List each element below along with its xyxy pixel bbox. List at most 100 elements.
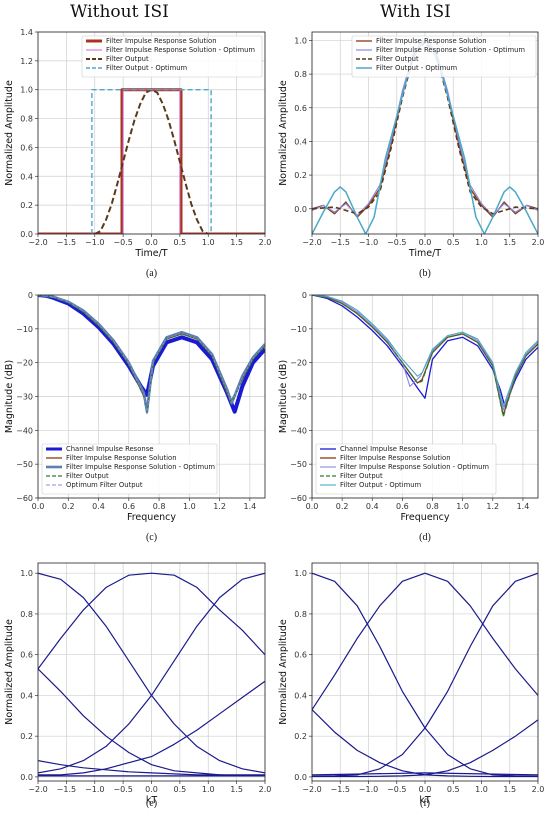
x-tick-label: 2.0 (259, 238, 272, 247)
series-group (38, 572, 265, 777)
x-tick-label: 1.4 (243, 502, 256, 511)
legend-label: Filter Impulse Response Solution - Optim… (66, 463, 215, 471)
y-tick-label: 0.6 (20, 651, 33, 660)
x-tick-label: 0.0 (32, 502, 45, 511)
legend-label: Filter Output (376, 55, 419, 63)
panel-caption: (a) (146, 268, 157, 279)
x-tick-label: 0.5 (447, 238, 460, 247)
x-tick-label: −2.0 (302, 785, 321, 794)
x-tick-label: −1.5 (331, 785, 350, 794)
x-tick-label: 0.0 (145, 238, 158, 247)
x-tick-label: 0.0 (419, 238, 432, 247)
y-tick-label: 0.0 (294, 205, 307, 214)
x-tick-label: 0.0 (419, 785, 432, 794)
plot-frame (37, 562, 266, 782)
series-line-2 (38, 295, 265, 411)
y-axis-label: Normalized Amplitude (278, 619, 289, 725)
x-tick-label: 0.4 (366, 502, 379, 511)
x-tick-label: −0.5 (387, 238, 406, 247)
x-tick-label: 1.5 (503, 785, 516, 794)
series-line-4 (38, 572, 265, 774)
y-tick-label: 1.0 (294, 569, 307, 578)
x-tick-label: −1.5 (331, 238, 350, 247)
legend-box (81, 35, 263, 78)
panel-caption: (c) (146, 532, 157, 543)
y-tick-label: 1.0 (20, 86, 33, 95)
x-tick-label: 1.0 (456, 502, 469, 511)
x-axis-label: kT (146, 795, 158, 806)
chart-e: −2.0 −1.5 −1.0 −0.5 0.0 0.5 1.0 1.5 2.0 0.0 0.2 0.4… (4, 562, 271, 809)
panel-caption: (f) (420, 798, 430, 809)
legend: Channel Impulse Resonse Filter Impulse Re… (41, 443, 218, 495)
x-tick-label: −0.5 (113, 785, 132, 794)
y-tick-label: 1.2 (20, 57, 33, 66)
legend-label: Filter Output (106, 55, 149, 63)
series-line-5 (38, 295, 265, 414)
chart-c: 0.0 0.2 0.4 0.6 0.8 1.0 1.2 1.4 0 −10 −20 −30 −40 −50… (4, 291, 266, 543)
y-tick-label: −10 (16, 325, 33, 334)
legend-label: Filter Output - Optimum (340, 481, 422, 489)
series-line-6 (312, 772, 538, 776)
legend-label: Filter Output - Optimum (106, 64, 188, 72)
chart-a: −2.0 −1.5 −1.0 −0.5 0.0 0.5 1.0 1.5 2.0 0.0 0.2 0.4… (4, 28, 271, 279)
series-line-4 (38, 295, 265, 415)
x-tick-label: −2.0 (302, 238, 321, 247)
legend-label: Filter Impulse Response Solution - Optim… (340, 463, 489, 471)
series-line-3 (312, 572, 538, 777)
chart-d: 0.0 0.2 0.4 0.6 0.8 1.0 1.2 1.4 0 −10 −20 −30 −40 −50… (278, 291, 539, 543)
x-axis-label: Frequency (400, 512, 449, 523)
series-group (312, 572, 538, 778)
y-tick-label: −40 (16, 426, 33, 435)
x-tick-label: 0.8 (426, 502, 439, 511)
series-line-3 (312, 295, 538, 411)
x-tick-label: −1.0 (359, 785, 378, 794)
y-tick-label: −30 (16, 393, 33, 402)
plot-frame (311, 294, 539, 499)
panel-caption: (d) (419, 532, 431, 543)
y-tick-label: 1.4 (20, 28, 33, 37)
series-line-2 (312, 572, 538, 711)
y-tick-label: 0.4 (294, 691, 307, 700)
x-tick-label: −0.5 (387, 785, 406, 794)
y-axis-label: Normalized Amplitude (4, 619, 15, 725)
legend-label: Channel Impulse Resonse (66, 445, 153, 453)
y-tick-label: 0.2 (294, 732, 307, 741)
x-tick-label: 1.0 (183, 502, 196, 511)
legend-label: Filter Impulse Response Solution (106, 37, 217, 45)
x-tick-label: 1.0 (202, 238, 215, 247)
series-line-4 (91, 88, 212, 234)
x-tick-label: −1.5 (57, 785, 76, 794)
x-tick-label: 0.4 (92, 502, 105, 511)
y-tick-label: 0.4 (294, 137, 307, 146)
x-tick-label: 1.5 (230, 238, 243, 247)
legend-label: Filter Impulse Response Solution (340, 454, 451, 462)
y-tick-label: 1.0 (294, 36, 307, 45)
x-tick-label: 0.6 (122, 502, 135, 511)
x-tick-label: 1.2 (213, 502, 226, 511)
y-tick-label: 0.4 (20, 172, 33, 181)
header-without-isi: Without ISI (70, 2, 169, 22)
series-group (312, 295, 538, 418)
x-tick-label: 2.0 (532, 238, 545, 247)
legend-label: Filter Impulse Response Solution (376, 37, 487, 45)
legend-label: Channel Impulse Resonse (340, 445, 427, 453)
legend-label: Filter Output - Optimum (376, 64, 458, 72)
x-tick-label: 0.5 (447, 785, 460, 794)
y-tick-label: 0.2 (20, 201, 33, 210)
legend-box (41, 443, 218, 495)
x-tick-label: 0.0 (145, 785, 158, 794)
y-tick-label: 0.6 (20, 143, 33, 152)
series-line-3 (38, 295, 265, 414)
x-tick-label: 2.0 (532, 785, 545, 794)
y-axis-label: Magnitude (dB) (278, 360, 289, 433)
x-tick-label: 1.2 (486, 502, 499, 511)
y-tick-label: −50 (16, 460, 33, 469)
y-tick-label: −50 (290, 460, 307, 469)
x-tick-label: −0.5 (113, 238, 132, 247)
y-tick-label: −60 (16, 494, 33, 503)
y-tick-label: 0.6 (294, 651, 307, 660)
legend-label: Filter Impulse Response Solution - Optim… (106, 46, 255, 54)
